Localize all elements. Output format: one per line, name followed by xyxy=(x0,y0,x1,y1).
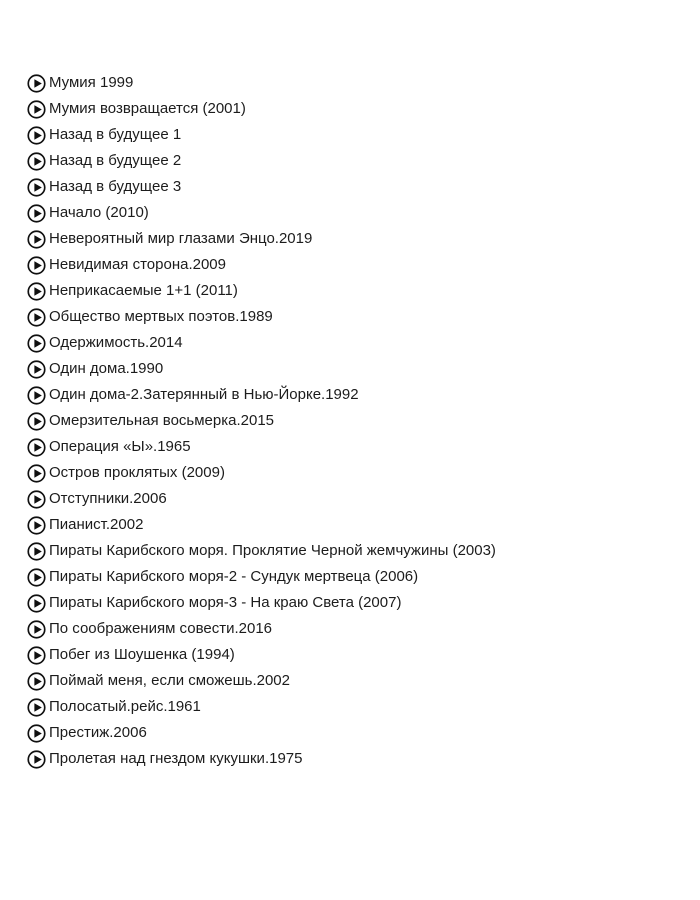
play-icon[interactable] xyxy=(27,619,46,639)
list-item[interactable]: Пираты Карибского моря-2 - Сундук мертве… xyxy=(27,564,700,590)
list-item[interactable]: Престиж.2006 xyxy=(27,720,700,746)
list-item-label[interactable]: Омерзительная восьмерка.2015 xyxy=(49,412,275,429)
list-item[interactable]: Назад в будущее 3 xyxy=(27,174,700,200)
play-icon[interactable] xyxy=(27,229,46,249)
list-item[interactable]: Неприкасаемые 1+1 (2011) xyxy=(27,278,700,304)
play-icon[interactable] xyxy=(27,151,46,171)
list-item-label[interactable]: Один дома-2.Затерянный в Нью-Йорке.1992 xyxy=(49,386,359,403)
play-icon[interactable] xyxy=(27,645,46,665)
play-icon[interactable] xyxy=(27,255,46,275)
play-icon[interactable] xyxy=(27,411,46,431)
list-item[interactable]: Мумия 1999 xyxy=(27,70,700,96)
list-item[interactable]: Начало (2010) xyxy=(27,200,700,226)
list-item[interactable]: Невидимая сторона.2009 xyxy=(27,252,700,278)
list-item-label[interactable]: Назад в будущее 3 xyxy=(49,178,182,195)
list-item-label[interactable]: Операция «Ы».1965 xyxy=(49,438,191,455)
list-item[interactable]: Один дома-2.Затерянный в Нью-Йорке.1992 xyxy=(27,382,700,408)
play-icon[interactable] xyxy=(27,541,46,561)
list-item-label[interactable]: Престиж.2006 xyxy=(49,724,147,741)
list-item-label[interactable]: Пираты Карибского моря-3 - На краю Света… xyxy=(49,594,402,611)
play-icon[interactable] xyxy=(27,671,46,691)
list-item-label[interactable]: Один дома.1990 xyxy=(49,360,164,377)
list-item-label[interactable]: Мумия 1999 xyxy=(49,74,134,91)
list-item-label[interactable]: Неприкасаемые 1+1 (2011) xyxy=(49,282,238,299)
list-item[interactable]: Поймай меня, если сможешь.2002 xyxy=(27,668,700,694)
play-icon[interactable] xyxy=(27,567,46,587)
list-item-label[interactable]: Назад в будущее 2 xyxy=(49,152,182,169)
list-item-label[interactable]: Пианист.2002 xyxy=(49,516,144,533)
play-icon[interactable] xyxy=(27,463,46,483)
movie-list: Мумия 1999 Мумия возвращается (2001) Наз… xyxy=(27,70,700,772)
list-item[interactable]: Пианист.2002 xyxy=(27,512,700,538)
play-icon[interactable] xyxy=(27,73,46,93)
play-icon[interactable] xyxy=(27,333,46,353)
play-icon[interactable] xyxy=(27,697,46,717)
list-item[interactable]: Пираты Карибского моря. Проклятие Черной… xyxy=(27,538,700,564)
list-item[interactable]: Пираты Карибского моря-3 - На краю Света… xyxy=(27,590,700,616)
list-item[interactable]: Полосатый.рейс.1961 xyxy=(27,694,700,720)
list-item-label[interactable]: Одержимость.2014 xyxy=(49,334,183,351)
play-icon[interactable] xyxy=(27,307,46,327)
play-icon[interactable] xyxy=(27,437,46,457)
list-item[interactable]: Омерзительная восьмерка.2015 xyxy=(27,408,700,434)
play-icon[interactable] xyxy=(27,723,46,743)
list-item-label[interactable]: Невидимая сторона.2009 xyxy=(49,256,226,273)
play-icon[interactable] xyxy=(27,203,46,223)
list-item[interactable]: Отступники.2006 xyxy=(27,486,700,512)
list-item-label[interactable]: Общество мертвых поэтов.1989 xyxy=(49,308,273,325)
list-item[interactable]: Невероятный мир глазами Энцо.2019 xyxy=(27,226,700,252)
list-item-label[interactable]: Пираты Карибского моря-2 - Сундук мертве… xyxy=(49,568,419,585)
play-icon[interactable] xyxy=(27,125,46,145)
list-item-label[interactable]: Побег из Шоушенка (1994) xyxy=(49,646,235,663)
list-item[interactable]: Назад в будущее 2 xyxy=(27,148,700,174)
list-item[interactable]: Общество мертвых поэтов.1989 xyxy=(27,304,700,330)
list-item-label[interactable]: Мумия возвращается (2001) xyxy=(49,100,246,117)
play-icon[interactable] xyxy=(27,281,46,301)
list-item-label[interactable]: Поймай меня, если сможешь.2002 xyxy=(49,672,290,689)
list-item-label[interactable]: Назад в будущее 1 xyxy=(49,126,182,143)
list-item[interactable]: Один дома.1990 xyxy=(27,356,700,382)
list-item[interactable]: Операция «Ы».1965 xyxy=(27,434,700,460)
play-icon[interactable] xyxy=(27,177,46,197)
play-icon[interactable] xyxy=(27,515,46,535)
list-item[interactable]: По соображениям совести.2016 xyxy=(27,616,700,642)
list-item-label[interactable]: Пролетая над гнездом кукушки.1975 xyxy=(49,750,303,767)
play-icon[interactable] xyxy=(27,359,46,379)
play-icon[interactable] xyxy=(27,593,46,613)
list-item[interactable]: Остров проклятых (2009) xyxy=(27,460,700,486)
list-item-label[interactable]: По соображениям совести.2016 xyxy=(49,620,273,637)
list-item[interactable]: Мумия возвращается (2001) xyxy=(27,96,700,122)
play-icon[interactable] xyxy=(27,489,46,509)
list-item-label[interactable]: Полосатый.рейс.1961 xyxy=(49,698,201,715)
list-item-label[interactable]: Начало (2010) xyxy=(49,204,149,221)
list-item[interactable]: Побег из Шоушенка (1994) xyxy=(27,642,700,668)
list-item[interactable]: Назад в будущее 1 xyxy=(27,122,700,148)
play-icon[interactable] xyxy=(27,385,46,405)
play-icon[interactable] xyxy=(27,99,46,119)
list-item[interactable]: Одержимость.2014 xyxy=(27,330,700,356)
list-item-label[interactable]: Пираты Карибского моря. Проклятие Черной… xyxy=(49,542,496,559)
play-icon[interactable] xyxy=(27,749,46,769)
list-item-label[interactable]: Остров проклятых (2009) xyxy=(49,464,225,481)
list-item-label[interactable]: Невероятный мир глазами Энцо.2019 xyxy=(49,230,313,247)
list-item-label[interactable]: Отступники.2006 xyxy=(49,490,167,507)
list-item[interactable]: Пролетая над гнездом кукушки.1975 xyxy=(27,746,700,772)
